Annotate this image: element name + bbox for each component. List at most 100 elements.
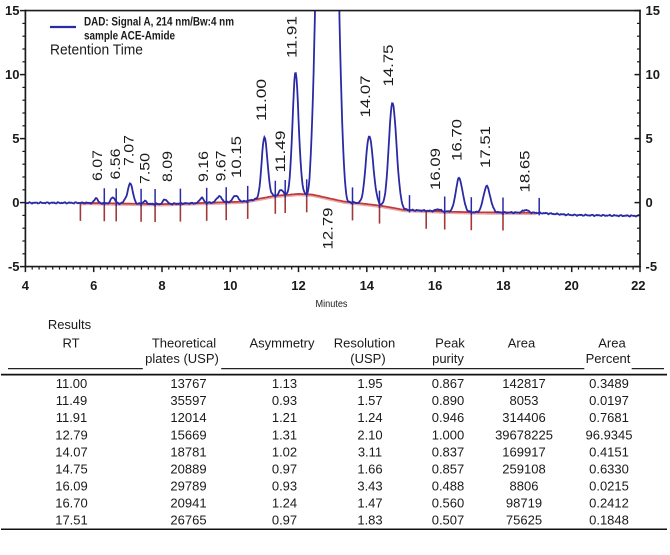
svg-text:11.49: 11.49: [56, 393, 88, 408]
svg-text:1.47: 1.47: [357, 496, 382, 511]
svg-text:10.15: 10.15: [228, 136, 244, 178]
svg-text:1.02: 1.02: [272, 444, 297, 459]
svg-text:-5: -5: [8, 259, 20, 274]
svg-text:3.11: 3.11: [358, 444, 382, 459]
svg-text:purity: purity: [432, 351, 464, 366]
svg-text:0.7681: 0.7681: [589, 410, 629, 425]
svg-text:Minutes: Minutes: [316, 298, 348, 310]
svg-text:11.00: 11.00: [56, 376, 88, 391]
svg-text:314406: 314406: [502, 410, 545, 425]
svg-text:0.890: 0.890: [432, 393, 465, 408]
svg-text:16.70: 16.70: [55, 496, 88, 511]
svg-text:8.09: 8.09: [159, 151, 175, 182]
svg-text:26765: 26765: [170, 513, 206, 528]
svg-text:0.837: 0.837: [432, 444, 465, 459]
svg-text:142817: 142817: [502, 376, 545, 391]
svg-text:1.13: 1.13: [272, 376, 297, 391]
svg-text:0.507: 0.507: [432, 513, 465, 528]
svg-text:RT: RT: [62, 336, 79, 351]
svg-text:39678225: 39678225: [495, 427, 553, 442]
svg-text:10: 10: [5, 67, 19, 82]
svg-text:8: 8: [158, 278, 165, 293]
svg-text:2.10: 2.10: [357, 427, 382, 442]
svg-text:6.56: 6.56: [107, 148, 123, 179]
svg-text:0.93: 0.93: [272, 478, 297, 493]
svg-text:11.91: 11.91: [284, 16, 300, 58]
svg-text:0.2412: 0.2412: [589, 496, 629, 511]
svg-text:sample ACE-Amide: sample ACE-Amide: [84, 29, 175, 43]
svg-text:14.75: 14.75: [380, 44, 396, 86]
svg-text:17.51: 17.51: [477, 126, 493, 168]
svg-text:12014: 12014: [170, 410, 206, 425]
svg-text:6.07: 6.07: [89, 150, 105, 181]
svg-text:15: 15: [5, 3, 19, 18]
svg-text:0.93: 0.93: [272, 393, 297, 408]
svg-text:12.79: 12.79: [55, 427, 88, 442]
svg-text:0: 0: [12, 195, 19, 210]
svg-text:0.97: 0.97: [272, 513, 297, 528]
svg-text:0.488: 0.488: [432, 478, 465, 493]
svg-text:10: 10: [223, 278, 237, 293]
svg-text:0.867: 0.867: [432, 376, 465, 391]
svg-text:16: 16: [428, 278, 442, 293]
svg-text:20: 20: [564, 278, 578, 293]
svg-text:1.31: 1.31: [272, 427, 297, 442]
svg-text:(USP): (USP): [350, 351, 385, 366]
svg-text:0.4151: 0.4151: [589, 444, 629, 459]
svg-text:0: 0: [646, 195, 653, 210]
svg-text:1.95: 1.95: [357, 376, 382, 391]
svg-text:20941: 20941: [170, 496, 206, 511]
svg-text:14.75: 14.75: [55, 461, 88, 476]
svg-text:22: 22: [631, 278, 645, 293]
svg-text:4: 4: [22, 278, 30, 293]
svg-text:0.0197: 0.0197: [589, 393, 629, 408]
svg-text:16.09: 16.09: [427, 148, 443, 190]
svg-text:75625: 75625: [506, 513, 542, 528]
svg-text:8053: 8053: [510, 393, 539, 408]
svg-text:1.57: 1.57: [357, 393, 382, 408]
svg-text:1.83: 1.83: [357, 513, 382, 528]
svg-text:15669: 15669: [170, 427, 206, 442]
svg-text:20889: 20889: [170, 461, 206, 476]
svg-text:3.43: 3.43: [357, 478, 382, 493]
svg-text:11.00: 11.00: [253, 79, 269, 121]
svg-text:16.09: 16.09: [55, 478, 88, 493]
svg-text:8806: 8806: [510, 478, 539, 493]
svg-text:169917: 169917: [502, 444, 545, 459]
svg-text:16.70: 16.70: [449, 119, 465, 161]
svg-text:0.1848: 0.1848: [589, 513, 629, 528]
svg-text:17.51: 17.51: [55, 513, 88, 528]
svg-text:14: 14: [360, 278, 375, 293]
svg-text:Area: Area: [598, 336, 626, 351]
svg-text:0.6330: 0.6330: [589, 461, 629, 476]
svg-text:35597: 35597: [170, 393, 206, 408]
svg-text:6: 6: [90, 278, 97, 293]
svg-text:-5: -5: [646, 259, 658, 274]
svg-text:Retention Time: Retention Time: [50, 42, 143, 59]
svg-text:Area: Area: [508, 336, 536, 351]
svg-text:11.91: 11.91: [56, 410, 88, 425]
svg-text:1.24: 1.24: [357, 410, 382, 425]
svg-text:9.16: 9.16: [195, 151, 211, 182]
svg-text:259108: 259108: [502, 461, 545, 476]
svg-text:12.79: 12.79: [320, 207, 336, 249]
svg-text:98719: 98719: [506, 496, 542, 511]
svg-text:0.0215: 0.0215: [589, 478, 629, 493]
svg-text:Percent: Percent: [586, 351, 631, 366]
svg-text:18781: 18781: [170, 444, 206, 459]
svg-text:0.97: 0.97: [272, 461, 297, 476]
svg-text:7.50: 7.50: [137, 153, 153, 184]
svg-text:1.66: 1.66: [357, 461, 382, 476]
svg-text:11.49: 11.49: [272, 130, 288, 172]
svg-text:Peak: Peak: [435, 336, 465, 351]
svg-text:14.07: 14.07: [55, 444, 88, 459]
svg-text:0.3489: 0.3489: [589, 376, 629, 391]
svg-text:10: 10: [646, 67, 660, 82]
svg-text:5: 5: [646, 131, 653, 146]
svg-text:0.857: 0.857: [432, 461, 465, 476]
svg-text:96.9345: 96.9345: [586, 427, 633, 442]
svg-text:9.67: 9.67: [213, 150, 229, 181]
svg-text:18.65: 18.65: [517, 150, 533, 192]
svg-text:15: 15: [646, 3, 660, 18]
svg-text:0.946: 0.946: [432, 410, 465, 425]
